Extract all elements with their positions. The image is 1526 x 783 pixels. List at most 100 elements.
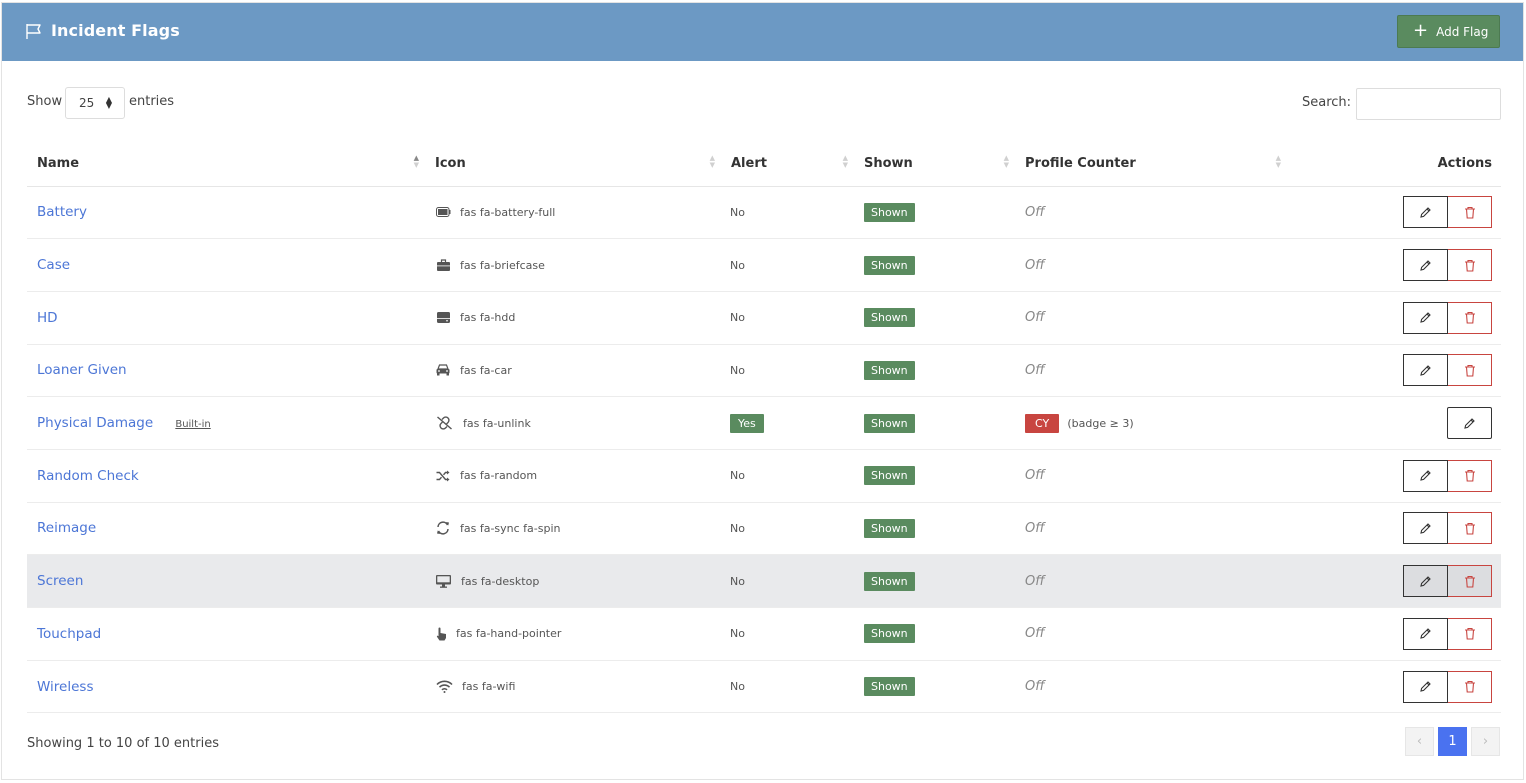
shown-badge: Shown <box>864 255 915 275</box>
pencil-icon <box>1420 259 1431 271</box>
flag-name-link[interactable]: Screen <box>37 573 84 590</box>
profile-counter-value: Off <box>1025 626 1045 642</box>
edit-button[interactable] <box>1403 565 1448 598</box>
entries-select-value: 25 <box>79 96 95 110</box>
flag-name-link[interactable]: Case <box>37 257 71 274</box>
alert-value: No <box>730 680 745 694</box>
previous-page-button[interactable]: ‹ <box>1405 727 1434 756</box>
icon-class-text: fas fa-unlink <box>463 416 531 430</box>
trash-icon <box>1464 470 1475 482</box>
delete-button[interactable] <box>1448 249 1492 282</box>
edit-button[interactable] <box>1403 301 1448 334</box>
show-label: Show <box>27 94 63 109</box>
delete-button[interactable] <box>1448 354 1492 387</box>
profile-counter-note: (badge ≥ 3) <box>1067 416 1134 430</box>
alert-value: No <box>730 521 745 535</box>
flag-name-link[interactable]: Physical Damage <box>37 415 154 432</box>
delete-button[interactable] <box>1448 512 1492 545</box>
table-row: Wireless fas fa-wifi No Shown Off <box>27 660 1501 714</box>
profile-counter-value: Off <box>1025 679 1045 695</box>
column-header-icon[interactable]: Icon ▲ ▼ <box>425 141 721 187</box>
page-1-button[interactable]: 1 <box>1438 727 1467 756</box>
add-flag-label: Add Flag <box>1436 24 1489 39</box>
flag-name-link[interactable]: Touchpad <box>37 625 102 642</box>
trash-icon <box>1464 364 1475 377</box>
icon-class-text: fas fa-random <box>460 469 538 483</box>
flag-name-link[interactable]: Battery <box>37 204 87 221</box>
table-row: Touchpad fas fa-hand-pointer No Shown Of… <box>27 607 1501 661</box>
desktop-icon <box>435 574 452 588</box>
profile-counter-value: Off <box>1025 468 1045 484</box>
trash-icon <box>1464 680 1475 693</box>
icon-class-text: fas fa-battery-full <box>460 205 556 219</box>
edit-button[interactable] <box>1403 459 1448 492</box>
column-header-shown[interactable]: Shown ▲ ▼ <box>854 141 1015 187</box>
column-header-profile-counter[interactable]: Profile Counter ▲ ▼ <box>1015 141 1287 187</box>
random-icon <box>435 469 451 483</box>
column-header-name[interactable]: Name ▲ ▼ <box>27 141 425 187</box>
next-page-button[interactable]: › <box>1471 727 1500 756</box>
edit-button[interactable] <box>1403 354 1448 387</box>
battery-full-icon <box>435 205 451 219</box>
pagination: ‹ 1 › <box>1405 727 1500 756</box>
shown-badge: Shown <box>864 624 915 644</box>
icon-class-text: fas fa-desktop <box>461 574 540 588</box>
trash-icon <box>1464 575 1475 588</box>
profile-counter-value: Off <box>1025 204 1045 220</box>
edit-button[interactable] <box>1447 407 1492 440</box>
shown-badge: Shown <box>864 413 915 433</box>
delete-button[interactable] <box>1448 565 1492 598</box>
edit-button[interactable] <box>1403 249 1448 282</box>
edit-button[interactable] <box>1403 670 1448 703</box>
alert-value: No <box>730 627 745 641</box>
flag-name-link[interactable]: Loaner Given <box>37 362 127 379</box>
trash-icon <box>1464 206 1475 219</box>
column-header-label: Actions <box>1437 155 1492 171</box>
delete-button[interactable] <box>1448 617 1492 650</box>
flag-name-link[interactable]: HD <box>37 309 58 326</box>
table-info: Showing 1 to 10 of 10 entries <box>27 736 219 751</box>
edit-button[interactable] <box>1403 617 1448 650</box>
alert-yes-badge: Yes <box>730 413 764 433</box>
entries-per-page-select[interactable]: 25 ▲ ▼ <box>65 87 125 119</box>
pencil-icon <box>1420 681 1431 692</box>
table-row: HD fas fa-hdd No Shown Off <box>27 291 1501 345</box>
flag-name-link[interactable]: Random Check <box>37 467 139 484</box>
delete-button[interactable] <box>1448 459 1492 492</box>
pencil-icon <box>1420 470 1431 482</box>
profile-counter-value: Off <box>1025 310 1045 326</box>
search-input[interactable] <box>1356 88 1501 120</box>
alert-value: No <box>730 574 745 588</box>
profile-counter-value: Off <box>1025 573 1045 589</box>
edit-button[interactable] <box>1403 512 1448 545</box>
column-header-actions: Actions <box>1287 141 1501 187</box>
plus-icon: + <box>1413 19 1429 41</box>
edit-button[interactable] <box>1403 196 1448 229</box>
column-header-alert[interactable]: Alert ▲ ▼ <box>721 141 854 187</box>
table-row: Battery fas fa-battery-full No Shown Off <box>27 186 1501 240</box>
shown-badge: Shown <box>864 466 915 486</box>
trash-icon <box>1464 259 1475 272</box>
pencil-icon <box>1420 365 1431 376</box>
flag-name-link[interactable]: Wireless <box>37 678 94 695</box>
flags-table: Name ▲ ▼ Icon ▲ ▼ Alert ▲ ▼ Shown ▲ ▼ Profil… <box>27 141 1501 714</box>
column-header-label: Shown <box>864 155 913 171</box>
icon-class-text: fas fa-wifi <box>462 680 516 694</box>
unlink-icon <box>435 416 453 430</box>
flag-name-link[interactable]: Reimage <box>37 520 97 537</box>
delete-button[interactable] <box>1448 301 1492 334</box>
add-flag-button[interactable]: + Add Flag <box>1397 15 1500 48</box>
shown-badge: Shown <box>864 571 915 591</box>
delete-button[interactable] <box>1448 670 1492 703</box>
delete-button[interactable] <box>1448 196 1492 229</box>
table-row: Reimage fas fa-sync fa-spin No Shown Off <box>27 502 1501 556</box>
shown-badge: Shown <box>864 677 915 697</box>
briefcase-icon <box>435 258 451 272</box>
builtin-tag: Built-in <box>175 419 211 431</box>
sort-icon: ▲ ▼ <box>1003 154 1009 169</box>
table-header-row: Name ▲ ▼ Icon ▲ ▼ Alert ▲ ▼ Shown ▲ ▼ Profil… <box>27 141 1501 187</box>
sort-icon: ▲ ▼ <box>842 154 848 169</box>
hdd-icon <box>435 311 451 325</box>
column-header-label: Profile Counter <box>1025 155 1136 171</box>
